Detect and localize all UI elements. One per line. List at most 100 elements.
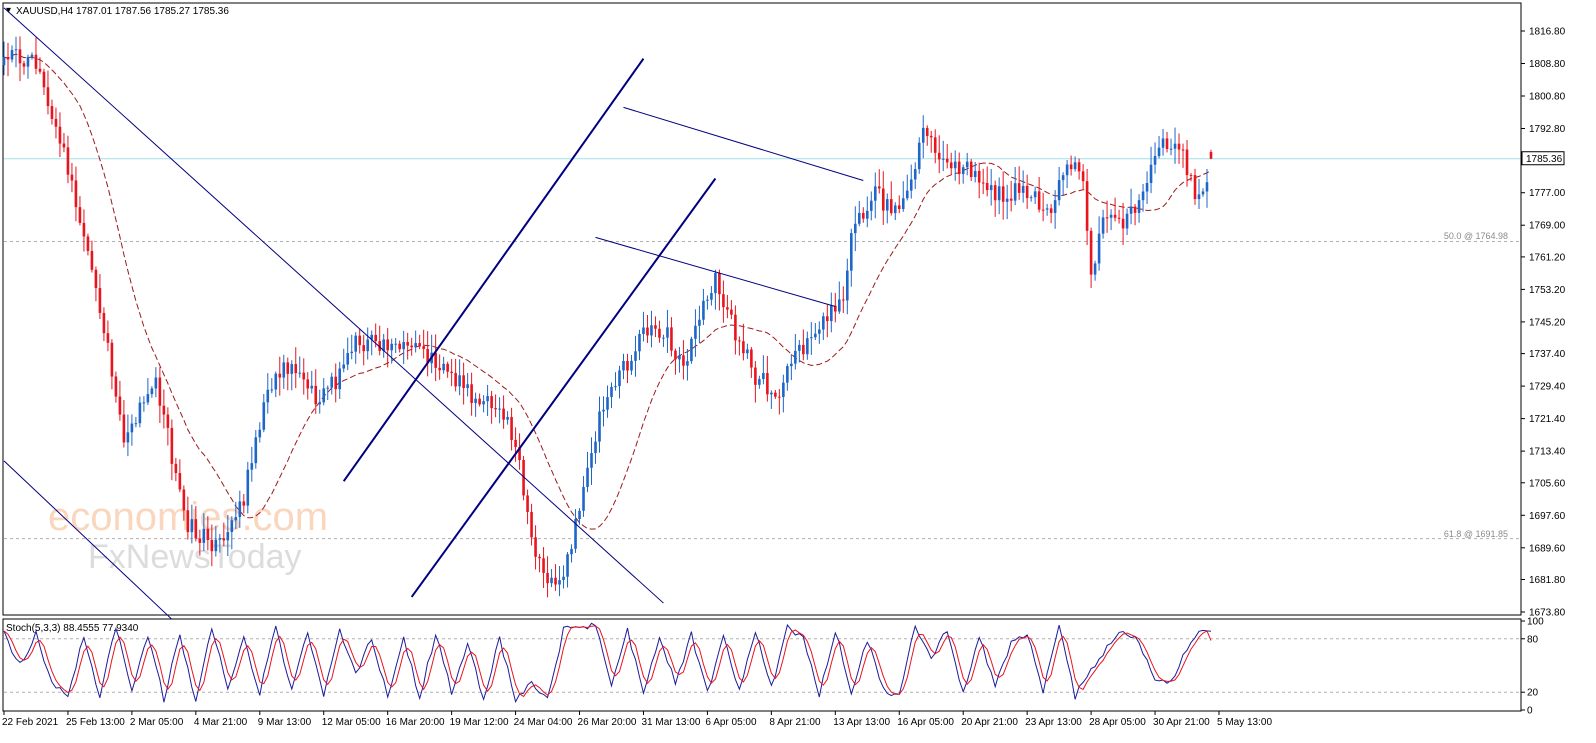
- candle[interactable]: [897, 195, 901, 214]
- candle[interactable]: [730, 300, 733, 320]
- candle[interactable]: [230, 516, 234, 550]
- candle[interactable]: [366, 327, 369, 360]
- candle[interactable]: [570, 544, 573, 563]
- candle[interactable]: [338, 361, 342, 399]
- candle[interactable]: [202, 513, 206, 552]
- candle[interactable]: [842, 286, 845, 314]
- candle[interactable]: [1057, 166, 1061, 206]
- candle[interactable]: [206, 516, 210, 551]
- candle[interactable]: [790, 354, 793, 381]
- candle[interactable]: [1065, 159, 1069, 189]
- candle[interactable]: [949, 152, 953, 175]
- candle[interactable]: [929, 131, 933, 153]
- candle[interactable]: [814, 323, 817, 341]
- candle[interactable]: [402, 330, 405, 365]
- candle[interactable]: [350, 334, 354, 360]
- candle[interactable]: [802, 329, 805, 361]
- candle[interactable]: [1077, 158, 1081, 180]
- candle[interactable]: [1129, 188, 1133, 225]
- candle[interactable]: [798, 340, 801, 363]
- candle[interactable]: [893, 202, 897, 221]
- candle[interactable]: [1025, 174, 1029, 209]
- candle[interactable]: [1193, 168, 1197, 205]
- candle[interactable]: [905, 174, 909, 201]
- candle[interactable]: [114, 371, 118, 403]
- candle[interactable]: [698, 305, 701, 344]
- candle[interactable]: [194, 506, 198, 542]
- candle[interactable]: [82, 209, 86, 252]
- candle[interactable]: [706, 295, 709, 310]
- candle[interactable]: [1181, 143, 1185, 168]
- candle[interactable]: [622, 353, 625, 380]
- candle[interactable]: [426, 331, 429, 377]
- candle[interactable]: [638, 329, 641, 361]
- candle[interactable]: [90, 240, 94, 273]
- candle[interactable]: [250, 446, 254, 482]
- candle[interactable]: [658, 320, 661, 343]
- candle[interactable]: [214, 526, 218, 557]
- candle[interactable]: [754, 361, 757, 403]
- candle[interactable]: [881, 171, 885, 225]
- candle[interactable]: [246, 461, 250, 514]
- candle[interactable]: [830, 292, 833, 333]
- candle[interactable]: [546, 556, 549, 598]
- candle[interactable]: [422, 329, 425, 359]
- candle[interactable]: [1173, 127, 1177, 164]
- candle[interactable]: [989, 169, 993, 206]
- candle[interactable]: [34, 37, 38, 75]
- candle[interactable]: [901, 181, 905, 212]
- candle[interactable]: [334, 363, 338, 403]
- candle[interactable]: [921, 115, 925, 159]
- candle[interactable]: [1153, 142, 1157, 174]
- trendline-lower-down[interactable]: [3, 460, 173, 620]
- candle[interactable]: [1049, 204, 1053, 224]
- candle[interactable]: [50, 99, 54, 125]
- candle[interactable]: [518, 433, 521, 470]
- candle[interactable]: [969, 159, 973, 182]
- candle[interactable]: [294, 347, 298, 389]
- candle[interactable]: [1069, 155, 1073, 176]
- candle[interactable]: [458, 359, 461, 396]
- candle[interactable]: [66, 135, 70, 184]
- candle[interactable]: [574, 509, 577, 553]
- candle[interactable]: [826, 304, 829, 338]
- candle[interactable]: [222, 522, 226, 547]
- candle[interactable]: [266, 373, 270, 414]
- candle[interactable]: [634, 335, 637, 377]
- candle[interactable]: [614, 372, 617, 391]
- candle[interactable]: [1009, 180, 1013, 212]
- candle[interactable]: [1141, 183, 1145, 212]
- candle[interactable]: [410, 337, 413, 356]
- candle[interactable]: [450, 358, 453, 387]
- candle[interactable]: [1041, 192, 1045, 222]
- candle[interactable]: [610, 382, 613, 409]
- candle[interactable]: [46, 70, 50, 115]
- candle[interactable]: [778, 389, 781, 415]
- candle[interactable]: [718, 269, 721, 311]
- candle[interactable]: [126, 414, 130, 457]
- candle[interactable]: [330, 372, 334, 395]
- candle[interactable]: [314, 369, 318, 414]
- candle[interactable]: [306, 372, 310, 400]
- candle[interactable]: [466, 373, 469, 397]
- candle[interactable]: [782, 374, 785, 413]
- candle[interactable]: [1177, 133, 1181, 164]
- candle[interactable]: [70, 162, 74, 193]
- candle[interactable]: [530, 503, 533, 546]
- candle[interactable]: [646, 314, 649, 343]
- candle[interactable]: [30, 52, 34, 60]
- candle[interactable]: [550, 569, 553, 588]
- candle[interactable]: [94, 266, 98, 302]
- candle[interactable]: [442, 356, 445, 374]
- candle[interactable]: [434, 334, 437, 382]
- candle[interactable]: [953, 150, 957, 181]
- candle[interactable]: [242, 494, 246, 514]
- candle[interactable]: [1005, 184, 1009, 220]
- candle[interactable]: [846, 258, 849, 315]
- candle[interactable]: [2, 41, 6, 76]
- candle[interactable]: [186, 496, 190, 540]
- candle[interactable]: [961, 164, 965, 184]
- candle[interactable]: [853, 206, 857, 252]
- candle[interactable]: [598, 396, 601, 453]
